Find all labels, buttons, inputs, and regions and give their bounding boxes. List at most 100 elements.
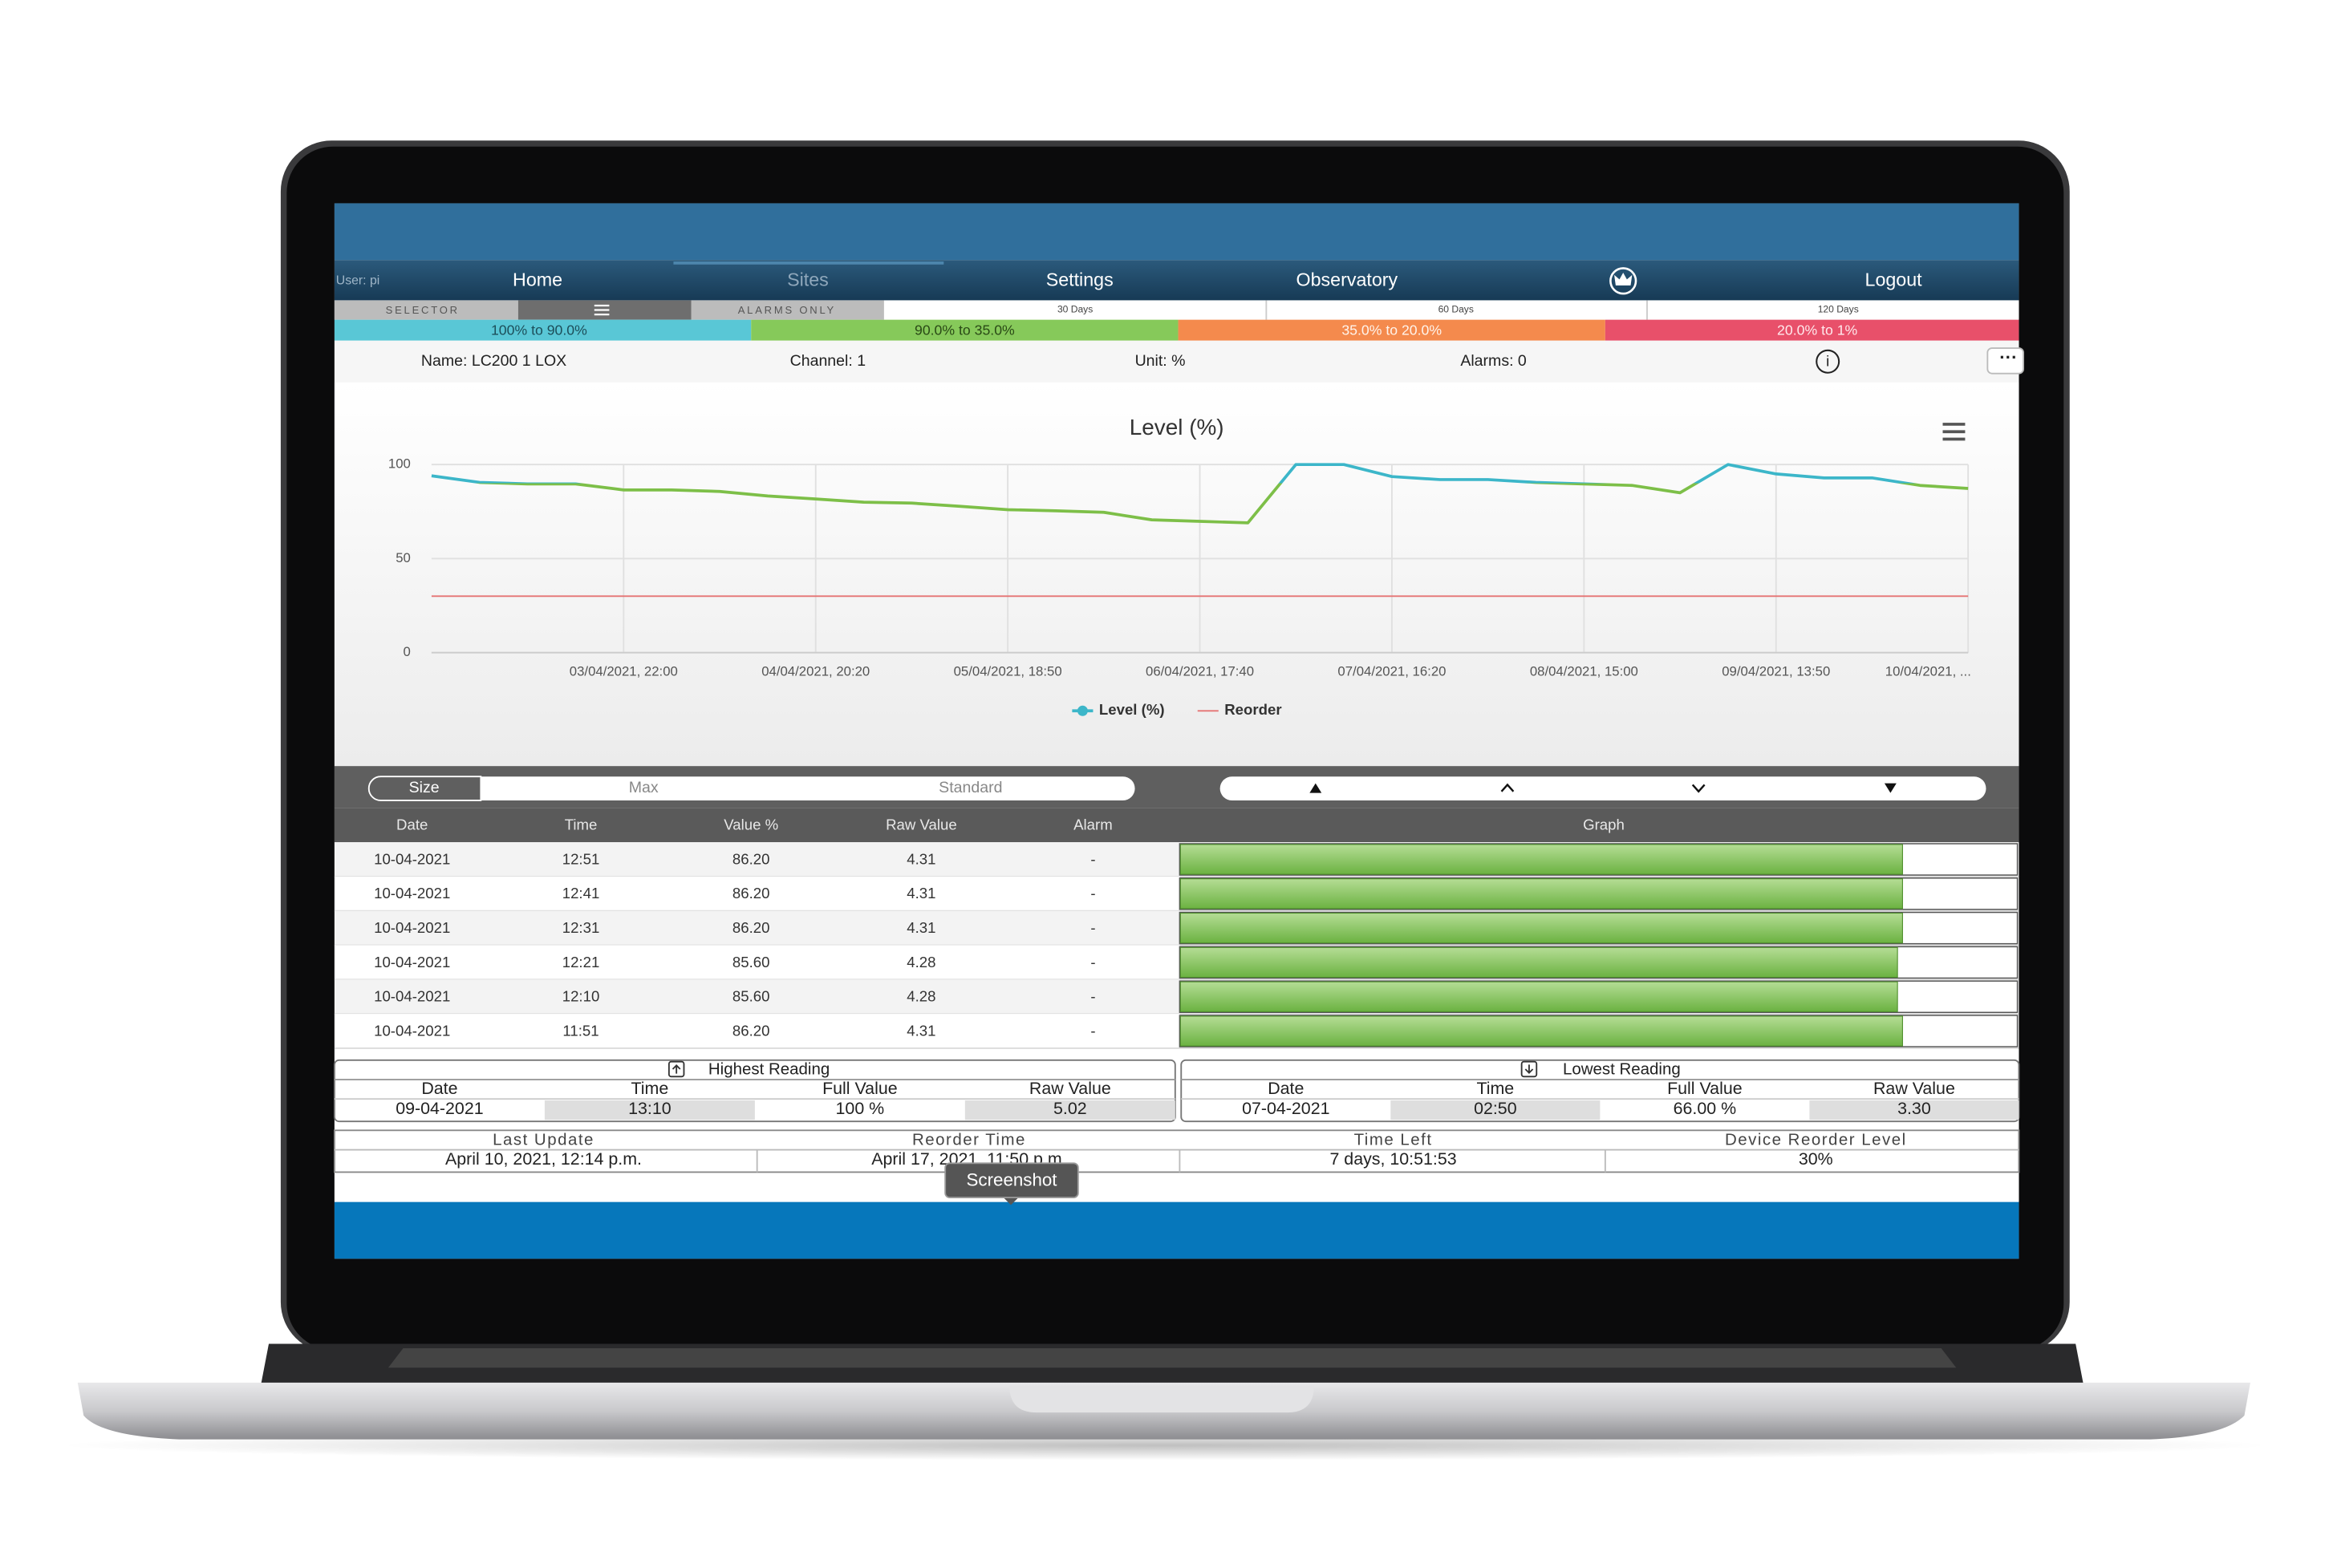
x-tick-label: 07/04/2021, 16:20 (1337, 663, 1446, 679)
highest-header: Full Value (822, 1079, 898, 1098)
nav-item[interactable]: Sites (787, 269, 829, 290)
table-header-cell: Graph (1583, 816, 1625, 833)
value-cell-shade (1390, 1100, 1601, 1120)
content: User: pi Home Sites Settings Observatory Logo… (333, 269, 2020, 1205)
more-button[interactable] (1986, 347, 2024, 375)
value-cell-shade (544, 1100, 755, 1120)
x-tick-label: 03/04/2021, 22:00 (570, 663, 678, 679)
size-option[interactable]: Max (629, 779, 659, 796)
table-cell: - (1090, 850, 1095, 867)
level-bar (1179, 844, 1903, 875)
keyboard-edge (388, 1348, 1957, 1368)
table-header-cell: Alarm (1073, 816, 1113, 833)
selector-button[interactable] (334, 300, 518, 320)
table-cell: 4.28 (907, 954, 935, 970)
highest-header: Time (631, 1079, 669, 1098)
info-alarms: Alarms: 0 (1460, 352, 1527, 370)
table-cell: 10-04-2021 (374, 885, 450, 901)
lowest-icon (1520, 1060, 1538, 1078)
chart-menu-icon[interactable] (1942, 423, 1966, 441)
scroll-up[interactable] (1500, 783, 1515, 792)
level-bar (1179, 912, 1903, 944)
y-tick-label: 0 (404, 644, 411, 659)
legend-marker (1077, 705, 1088, 716)
info-icon[interactable] (1816, 349, 1840, 374)
size-option[interactable]: Standard (939, 779, 1002, 796)
menu-icon (594, 304, 610, 316)
table-cell: 10-04-2021 (374, 954, 450, 970)
lowest-header: Date (1268, 1079, 1304, 1098)
level-bar (1179, 946, 1898, 978)
value-cell-shade (1809, 1100, 2019, 1120)
nav-active-indicator (673, 261, 944, 265)
highest-value: 09-04-2021 (396, 1099, 483, 1118)
scroll-bottom[interactable] (1884, 783, 1897, 793)
info-name: Name: LC200 1 LOX (421, 352, 566, 370)
table-cell: - (1090, 988, 1095, 1005)
crown-icon[interactable] (1609, 267, 1637, 295)
table-row (334, 910, 1180, 946)
table-cell: - (1090, 885, 1095, 901)
scroll-controls (1219, 776, 1986, 800)
x-tick-label: 04/04/2021, 20:20 (761, 663, 870, 679)
value-cell-shade (964, 1100, 1175, 1120)
lowest-header: Full Value (1667, 1079, 1743, 1098)
range-option[interactable]: 120 Days (1818, 304, 1859, 315)
nav-item[interactable]: Settings (1046, 269, 1114, 290)
nav-item[interactable]: Logout (1865, 269, 1923, 290)
lowest-header: Time (1476, 1079, 1514, 1098)
more-icon: ··· (1999, 347, 2017, 367)
chart-title: Level (%) (1130, 415, 1224, 440)
x-tick-label: 05/04/2021, 18:50 (954, 663, 1062, 679)
band-label: 20.0% to 1% (1777, 322, 1857, 338)
table-cell: 12:10 (562, 988, 600, 1005)
table-cell: 4.31 (907, 850, 935, 867)
lowest-value: 66.00 % (1674, 1099, 1736, 1118)
level-bar (1179, 981, 1898, 1012)
highest-header: Raw Value (1029, 1079, 1111, 1098)
lowest-title: Lowest Reading (1563, 1060, 1681, 1078)
lowest-value: 07-04-2021 (1242, 1099, 1329, 1118)
screenshot-button[interactable] (944, 1162, 1079, 1199)
scroll-top[interactable] (1309, 783, 1322, 793)
lowest-header: Raw Value (1873, 1079, 1955, 1098)
legend-label[interactable]: Level (%) (1099, 701, 1165, 718)
footer-value: 7 days, 10:51:53 (1329, 1149, 1456, 1169)
band-label: 90.0% to 35.0% (915, 322, 1015, 338)
table-row (334, 979, 1180, 1015)
info-icon-glyph: i (1826, 353, 1829, 370)
footer-header: Time Left (1354, 1131, 1433, 1149)
table-cell: 85.60 (732, 988, 770, 1005)
table-cell: 86.20 (732, 1022, 770, 1039)
selector-label[interactable]: SELECTOR (386, 304, 460, 316)
footer-value: April 10, 2021, 12:14 p.m. (445, 1149, 642, 1169)
table-cell: 86.20 (732, 919, 770, 936)
highest-icon (667, 1060, 685, 1078)
legend-label[interactable]: Reorder (1224, 701, 1281, 718)
size-toggle-label: Size (409, 779, 440, 796)
thumb-notch (1009, 1385, 1314, 1413)
screenshot-label[interactable]: Screenshot (967, 1170, 1058, 1190)
nav-bar (334, 260, 2019, 301)
table-cell: - (1090, 954, 1095, 970)
band-green (751, 319, 1179, 341)
table-cell: 86.20 (732, 885, 770, 901)
table-row (334, 1014, 1180, 1048)
info-channel: Channel: 1 (790, 352, 866, 370)
range-option[interactable]: 30 Days (1057, 304, 1093, 315)
scroll-down[interactable] (1691, 784, 1706, 793)
info-unit: Unit: % (1135, 352, 1186, 370)
table-cell: 12:41 (562, 885, 600, 901)
alarms-only-label[interactable]: ALARMS ONLY (738, 304, 836, 316)
table-cell: 12:31 (562, 919, 600, 936)
nav-item[interactable]: Observatory (1296, 269, 1398, 290)
range-option[interactable]: 60 Days (1438, 304, 1474, 315)
footer-value: 30% (1799, 1149, 1833, 1169)
alarms-only-button[interactable] (691, 300, 884, 320)
band-red (1605, 319, 2019, 341)
x-tick-label: 10/04/2021, ... (1885, 663, 1971, 679)
table-cell: 4.31 (907, 919, 935, 936)
nav-item[interactable]: Home (513, 269, 562, 290)
header (334, 203, 2019, 261)
